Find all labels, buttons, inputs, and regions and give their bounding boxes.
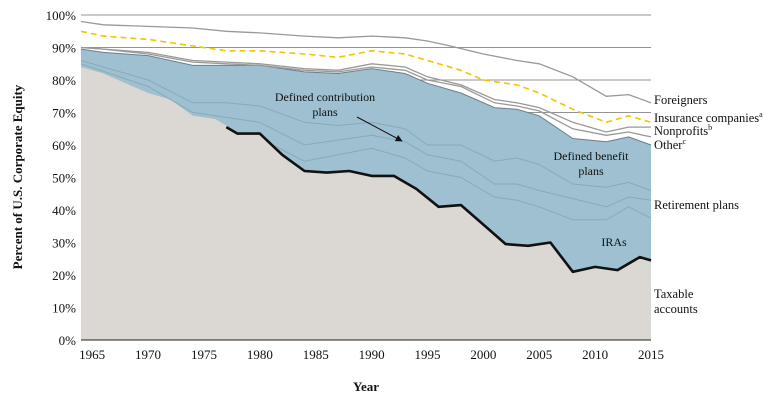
y-tick-label: 0% <box>59 333 77 348</box>
insurance-label: Insurance companiesa <box>654 110 763 125</box>
x-tick-label: 1975 <box>191 347 217 362</box>
taxable-label-line1: Taxable <box>654 287 694 301</box>
series-lines <box>80 20 652 274</box>
y-tick-label: 60% <box>52 138 76 153</box>
x-tick-label: 2000 <box>470 347 496 362</box>
y-tick-label: 50% <box>52 171 76 186</box>
x-tick-label: 2015 <box>638 347 664 362</box>
y-tick-label: 30% <box>52 236 76 251</box>
y-axis-title: Percent of U.S. Corporate Equity <box>10 84 25 269</box>
retirement-plans-label: Retirement plans <box>654 198 739 212</box>
ira-boundary-line <box>225 125 652 274</box>
defined-contribution-label-line1: Defined contribution <box>275 90 375 104</box>
nonprofits-line <box>80 46 651 133</box>
defined-benefit-label-line2: plans <box>578 164 604 178</box>
taxable-area <box>81 67 651 340</box>
x-axis-title: Year <box>353 379 379 394</box>
y-tick-label: 90% <box>52 41 76 56</box>
defined-contribution-label-line2: plans <box>312 105 338 119</box>
x-tick-label: 1970 <box>135 347 161 362</box>
retirement-plans-line <box>80 48 652 146</box>
x-tick-label: 1990 <box>359 347 385 362</box>
iras-label: IRAs <box>601 235 627 249</box>
nonprofits-label: Nonprofitsb <box>654 123 712 138</box>
y-tick-label: 100% <box>46 8 77 23</box>
y-tick-labels: 0% 10% 20% 30% 40% 50% 60% 70% 80% 90% 100% <box>46 8 77 348</box>
retirement-subline-2 <box>80 63 652 208</box>
x-tick-labels: 1965 1970 1975 1980 1985 1990 1995 2000 2005 2010… <box>79 347 664 362</box>
other-line <box>80 46 652 138</box>
x-tick-label: 1985 <box>303 347 329 362</box>
insurance-companies-line <box>80 30 652 124</box>
defined-contribution-arrow <box>356 116 403 142</box>
area-fills <box>81 49 651 340</box>
y-tick-label: 10% <box>52 301 76 316</box>
x-tick-label: 2005 <box>526 347 552 362</box>
foreigners-label: Foreigners <box>654 93 708 107</box>
other-label: Otherc <box>654 137 686 152</box>
x-tick-label: 1965 <box>79 347 105 362</box>
x-tick-label: 2010 <box>582 347 608 362</box>
defined-benefit-label-line1: Defined benefit <box>554 149 630 163</box>
y-tick-label: 20% <box>52 268 76 283</box>
taxable-label-line2: accounts <box>654 302 698 316</box>
y-tick-label: 40% <box>52 203 76 218</box>
retirement-subline-1 <box>80 60 652 191</box>
y-tick-label: 70% <box>52 106 76 121</box>
foreigners-line <box>80 20 652 104</box>
x-tick-label: 1980 <box>247 347 273 362</box>
retirement-subline-3 <box>270 143 652 221</box>
y-tick-label: 80% <box>52 73 76 88</box>
x-tick-label: 1995 <box>414 347 440 362</box>
